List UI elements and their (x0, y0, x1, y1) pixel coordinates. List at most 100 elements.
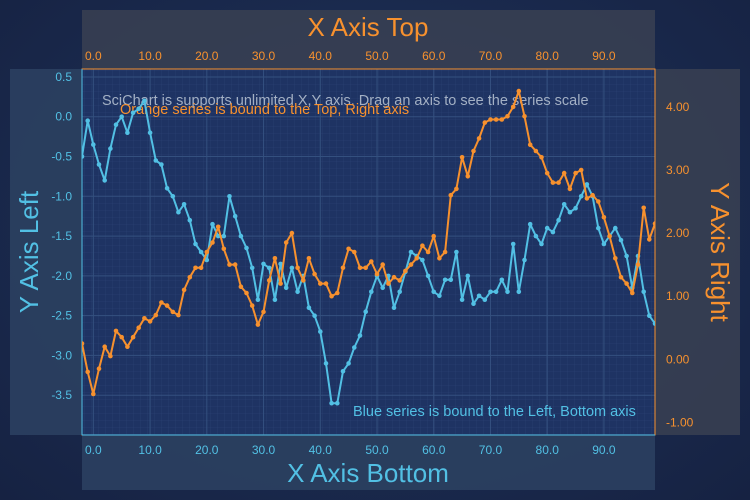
data-point-orange[interactable] (222, 247, 227, 252)
data-point-blue[interactable] (119, 114, 124, 119)
data-point-blue[interactable] (108, 146, 113, 151)
data-point-orange[interactable] (596, 199, 601, 204)
data-point-orange[interactable] (346, 247, 351, 252)
data-point-blue[interactable] (210, 222, 215, 227)
data-point-blue[interactable] (477, 294, 482, 299)
data-point-blue[interactable] (176, 210, 181, 215)
data-point-blue[interactable] (233, 214, 238, 219)
data-point-blue[interactable] (165, 186, 170, 191)
data-point-orange[interactable] (239, 284, 244, 289)
annotation-orange[interactable]: Orange series is bound to the Top, Right… (120, 102, 409, 118)
data-point-orange[interactable] (403, 269, 408, 274)
data-point-blue[interactable] (318, 329, 323, 334)
data-point-orange[interactable] (131, 335, 136, 340)
data-point-orange[interactable] (573, 171, 578, 176)
data-point-blue[interactable] (193, 242, 198, 247)
data-point-orange[interactable] (108, 354, 113, 359)
data-point-blue[interactable] (324, 361, 329, 366)
data-point-blue[interactable] (568, 210, 573, 215)
data-point-blue[interactable] (539, 242, 544, 247)
data-point-orange[interactable] (641, 206, 646, 211)
data-point-orange[interactable] (613, 256, 618, 261)
data-point-orange[interactable] (171, 310, 176, 315)
data-point-blue[interactable] (380, 286, 385, 291)
data-point-blue[interactable] (556, 218, 561, 223)
data-point-orange[interactable] (233, 262, 238, 267)
data-point-blue[interactable] (227, 194, 232, 199)
data-point-blue[interactable] (517, 290, 522, 295)
data-point-orange[interactable] (602, 215, 607, 220)
data-point-orange[interactable] (454, 187, 459, 192)
data-point-orange[interactable] (91, 392, 96, 397)
data-point-orange[interactable] (449, 193, 454, 198)
data-point-orange[interactable] (607, 234, 612, 239)
data-point-orange[interactable] (182, 288, 187, 293)
data-point-blue[interactable] (256, 297, 261, 302)
data-point-orange[interactable] (545, 171, 550, 176)
data-point-orange[interactable] (522, 114, 527, 119)
data-point-blue[interactable] (596, 226, 601, 231)
data-point-orange[interactable] (511, 105, 516, 110)
data-point-orange[interactable] (568, 187, 573, 192)
data-point-orange[interactable] (295, 266, 300, 271)
data-point-blue[interactable] (641, 290, 646, 295)
data-point-orange[interactable] (159, 300, 164, 305)
data-point-orange[interactable] (483, 120, 488, 125)
data-point-orange[interactable] (414, 256, 419, 261)
data-point-blue[interactable] (131, 111, 136, 116)
data-point-blue[interactable] (182, 202, 187, 207)
data-point-blue[interactable] (188, 218, 193, 223)
data-point-blue[interactable] (97, 162, 102, 167)
data-point-orange[interactable] (369, 259, 374, 264)
data-point-blue[interactable] (613, 226, 618, 231)
data-point-blue[interactable] (335, 401, 340, 406)
data-point-orange[interactable] (188, 275, 193, 280)
data-point-blue[interactable] (397, 290, 402, 295)
data-point-blue[interactable] (222, 234, 227, 239)
data-point-orange[interactable] (562, 171, 567, 176)
data-point-orange[interactable] (125, 344, 130, 349)
data-point-orange[interactable] (386, 281, 391, 286)
data-point-blue[interactable] (573, 206, 578, 211)
data-point-blue[interactable] (409, 250, 414, 255)
data-point-orange[interactable] (539, 155, 544, 160)
data-point-blue[interactable] (125, 130, 130, 135)
data-point-orange[interactable] (585, 196, 590, 201)
data-point-orange[interactable] (477, 136, 482, 141)
data-point-orange[interactable] (312, 272, 317, 277)
data-point-orange[interactable] (250, 303, 255, 308)
data-point-orange[interactable] (290, 231, 295, 236)
data-point-blue[interactable] (471, 301, 476, 306)
data-point-blue[interactable] (136, 107, 141, 112)
data-point-blue[interactable] (261, 262, 266, 267)
data-point-orange[interactable] (199, 266, 204, 271)
data-point-blue[interactable] (505, 290, 510, 295)
data-point-orange[interactable] (165, 303, 170, 308)
data-point-blue[interactable] (295, 290, 300, 295)
data-point-orange[interactable] (335, 291, 340, 296)
data-point-blue[interactable] (273, 297, 278, 302)
data-point-orange[interactable] (154, 313, 159, 318)
data-point-blue[interactable] (142, 99, 147, 104)
data-point-orange[interactable] (494, 117, 499, 122)
data-point-orange[interactable] (556, 180, 561, 185)
data-point-blue[interactable] (494, 290, 499, 295)
data-point-blue[interactable] (346, 361, 351, 366)
data-point-orange[interactable] (97, 366, 102, 371)
data-point-orange[interactable] (505, 114, 510, 119)
data-point-orange[interactable] (437, 256, 442, 261)
data-point-blue[interactable] (579, 194, 584, 199)
data-point-blue[interactable] (148, 130, 153, 135)
data-point-blue[interactable] (363, 309, 368, 314)
data-point-orange[interactable] (136, 325, 141, 330)
data-point-orange[interactable] (630, 291, 635, 296)
data-point-orange[interactable] (579, 168, 584, 173)
data-point-blue[interactable] (460, 297, 465, 302)
data-point-orange[interactable] (619, 275, 624, 280)
data-point-orange[interactable] (352, 250, 357, 255)
data-point-orange[interactable] (341, 266, 346, 271)
data-point-orange[interactable] (324, 281, 329, 286)
data-point-blue[interactable] (307, 305, 312, 310)
data-point-orange[interactable] (647, 237, 652, 242)
data-point-orange[interactable] (193, 266, 198, 271)
